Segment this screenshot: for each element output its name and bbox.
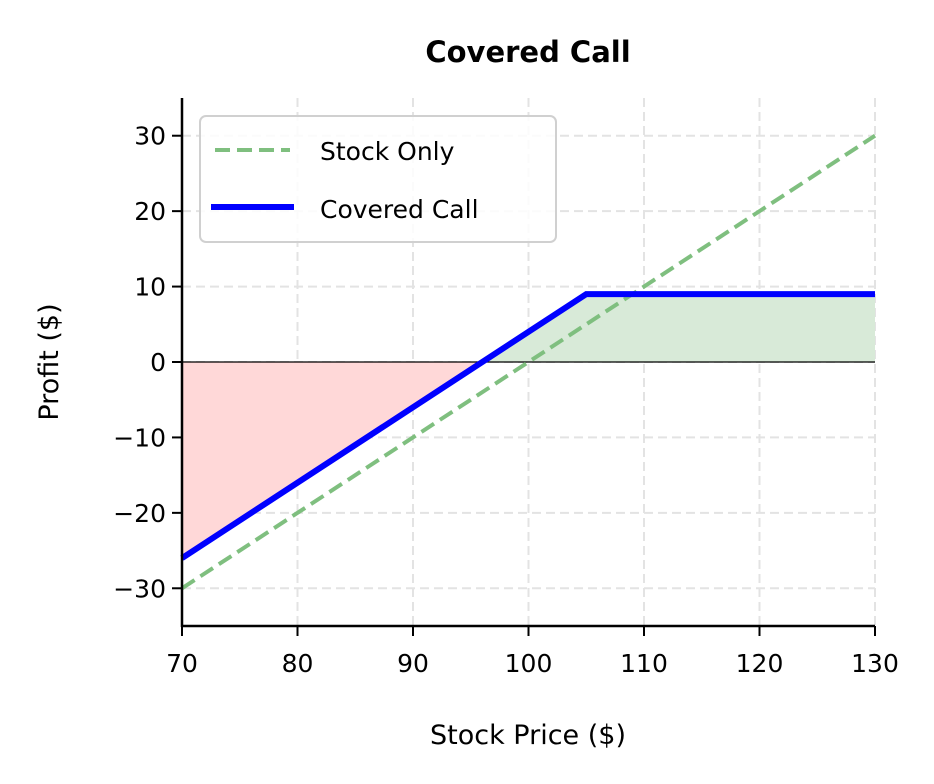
y-tick-label: −10 [113,423,166,452]
legend: Stock Only Covered Call [199,115,557,243]
chart-title: Covered Call [425,35,630,69]
tick-labels: 70 80 90 100 110 120 130 −30 −20 −10 0 10 20 30 [113,122,899,678]
y-tick-label: 10 [134,273,166,302]
x-tick-label: 130 [851,649,899,678]
y-axis-label: Profit ($) [34,303,65,420]
series-lines [180,134,877,590]
series-line-stock-only [180,134,877,590]
y-tick-label: −20 [113,499,166,528]
legend-box [199,115,557,243]
x-tick-label: 80 [282,649,314,678]
x-tick-label: 100 [505,649,553,678]
x-tick-label: 70 [166,649,198,678]
x-tick-label: 90 [397,649,429,678]
y-tick-label: −30 [113,574,166,603]
profit-fill [482,294,875,362]
x-axis-label: Stock Price ($) [430,720,626,751]
y-tick-label: 30 [134,122,166,151]
legend-label-stock-only: Stock Only [320,137,455,166]
x-tick-label: 110 [620,649,668,678]
legend-label-covered-call: Covered Call [320,195,479,224]
series-line-covered-call [180,291,875,561]
y-tick-label: 0 [150,348,166,377]
y-tick-label: 20 [134,197,166,226]
x-tick-label: 120 [736,649,784,678]
